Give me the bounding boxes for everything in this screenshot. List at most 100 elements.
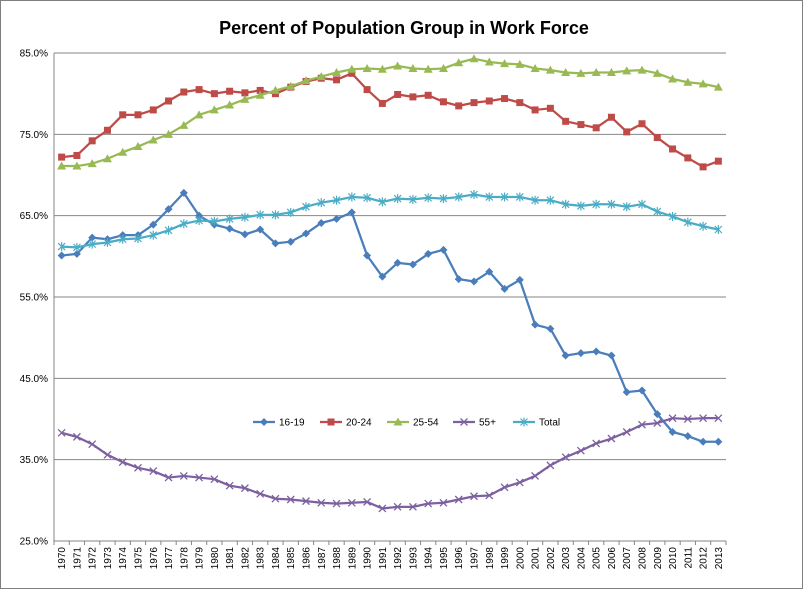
data-point-55 (561, 453, 570, 462)
data-point-total (286, 207, 295, 217)
data-point-55 (424, 499, 433, 508)
data-point-16-19 (378, 272, 387, 281)
data-point-16-19 (515, 275, 524, 284)
data-point-25-54 (469, 54, 479, 63)
series-line-55 (61, 417, 719, 510)
data-point-55 (485, 491, 494, 500)
data-point-55 (88, 440, 97, 449)
data-point-55 (546, 461, 555, 470)
legend-label-20-24: 20-24 (346, 418, 372, 429)
x-tick-label: 2012 (699, 547, 710, 570)
data-point-20-24 (333, 76, 341, 84)
data-point-16-19 (302, 229, 310, 238)
series-layer (57, 54, 723, 513)
gridlines (54, 52, 726, 542)
data-point-20-24 (394, 90, 402, 98)
x-tick-label: 1977 (164, 547, 175, 570)
data-point-total (317, 198, 326, 208)
x-tick-label: 1980 (210, 547, 221, 570)
data-point-25-54 (713, 82, 723, 91)
data-point-20-24 (501, 95, 509, 103)
data-point-16-19 (57, 251, 66, 260)
y-tick-label: 85.0% (20, 49, 48, 60)
data-point-16-19 (195, 211, 204, 220)
data-point-20-24 (73, 151, 81, 159)
data-point-16-19 (607, 351, 616, 360)
data-point-16-19 (546, 324, 555, 333)
x-tick-label: 2002 (546, 547, 557, 570)
data-point-total (195, 216, 204, 226)
data-point-20-24 (470, 99, 478, 107)
legend-item-25-54: 25-54 (387, 417, 439, 429)
x-tick-label: 1974 (118, 547, 129, 570)
data-point-55 (363, 498, 372, 506)
x-tick-label: 2010 (668, 547, 679, 570)
y-tick-label: 25.0% (20, 537, 48, 548)
data-point-total (546, 195, 555, 205)
data-point-total (714, 224, 723, 234)
data-point-total (485, 192, 494, 202)
data-point-25-54 (87, 159, 97, 168)
x-tick-label: 2007 (622, 547, 633, 570)
data-point-16-19 (561, 351, 570, 360)
data-point-20-24 (424, 91, 432, 99)
data-point-25-54 (164, 129, 174, 138)
data-point-20-24 (623, 128, 631, 136)
data-point-16-19 (393, 258, 402, 267)
data-point-20-24 (714, 157, 722, 165)
data-point-55 (393, 502, 402, 511)
data-point-55 (653, 419, 662, 428)
data-point-25-54 (362, 63, 372, 72)
data-point-25-54 (668, 74, 678, 83)
data-point-25-54 (606, 68, 616, 77)
data-point-25-54 (438, 63, 448, 72)
data-point-16-19 (592, 347, 601, 356)
data-point-20-24 (684, 154, 692, 162)
x-tick-label: 1983 (256, 547, 267, 570)
data-point-16-19 (408, 260, 417, 269)
data-point-25-54 (576, 68, 586, 77)
legend-item-55: 55+ (453, 418, 496, 429)
data-point-20-24 (607, 113, 615, 121)
x-tick-label: 2013 (714, 547, 725, 570)
y-tick-label: 55.0% (20, 293, 48, 304)
legend-marker-total (520, 417, 528, 427)
x-tick-label: 1984 (271, 547, 282, 570)
data-point-20-24 (241, 89, 249, 97)
x-tick-label: 1994 (424, 547, 435, 570)
data-point-total (393, 194, 402, 204)
data-point-20-24 (592, 124, 600, 132)
data-point-25-54 (545, 65, 555, 74)
x-tick-label: 2001 (531, 547, 542, 570)
data-point-20-24 (669, 145, 677, 153)
data-point-20-24 (149, 106, 157, 114)
data-point-55 (317, 498, 326, 507)
data-point-55 (225, 481, 234, 490)
legend-label-total: Total (539, 418, 560, 429)
data-point-total (179, 219, 188, 229)
x-tick-label: 1971 (72, 547, 83, 570)
series-55 (57, 414, 723, 513)
data-point-total (72, 242, 81, 252)
data-point-20-24 (562, 117, 570, 125)
data-point-20-24 (378, 99, 386, 107)
data-point-25-54 (484, 57, 494, 66)
data-point-55 (576, 446, 585, 455)
data-point-total (103, 238, 112, 248)
x-tick-label: 1995 (439, 547, 450, 570)
data-point-20-24 (638, 120, 646, 128)
data-point-25-54 (423, 64, 433, 73)
data-point-total (653, 207, 662, 217)
data-point-20-24 (485, 97, 493, 105)
data-point-16-19 (622, 388, 631, 397)
x-tick-label: 2005 (592, 547, 603, 570)
data-point-total (210, 216, 219, 226)
data-point-55 (622, 428, 631, 436)
data-point-55 (515, 478, 524, 487)
data-point-55 (302, 497, 310, 506)
x-tick-label: 1990 (363, 547, 374, 570)
data-point-25-54 (179, 120, 189, 129)
data-point-16-19 (286, 237, 295, 246)
series-line-25-54 (61, 57, 719, 168)
